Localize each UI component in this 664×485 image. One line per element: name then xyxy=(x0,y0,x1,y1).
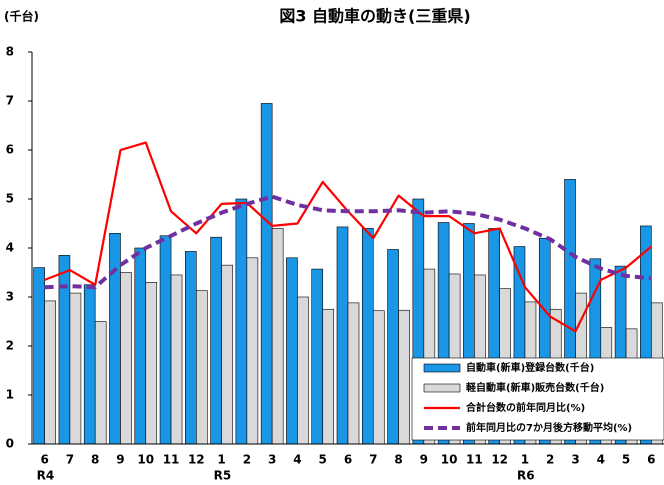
legend-label: 合計台数の前年同月比(%) xyxy=(465,401,585,414)
bar xyxy=(83,284,96,445)
x-tick-label: 3 xyxy=(268,453,276,467)
x-tick-label: 12 xyxy=(188,453,205,467)
bar xyxy=(322,308,335,445)
bar xyxy=(372,310,385,445)
x-tick-label: 10 xyxy=(441,453,458,467)
x-tick-label: 1 xyxy=(521,453,529,467)
bar xyxy=(260,103,273,445)
bar xyxy=(94,321,107,445)
bar xyxy=(159,235,172,445)
bar xyxy=(387,249,399,445)
bar xyxy=(221,264,233,445)
x-tick-label: 9 xyxy=(420,453,428,467)
x-tick-label: 12 xyxy=(491,453,508,467)
year-label: R6 xyxy=(517,469,535,483)
legend-label: 自動車(新車)登録台数(千台) xyxy=(466,361,594,374)
x-tick-label: 4 xyxy=(293,453,301,467)
x-tick-label: 4 xyxy=(597,453,605,467)
bar xyxy=(286,257,298,445)
bar xyxy=(271,228,284,445)
x-tick-label: 7 xyxy=(66,453,74,467)
bar xyxy=(120,272,132,445)
bar xyxy=(44,300,56,445)
y-tick-label: 6 xyxy=(6,143,14,157)
y-tick-label: 8 xyxy=(6,45,14,59)
x-tick-label: 8 xyxy=(91,453,99,467)
line xyxy=(44,194,652,290)
bar xyxy=(58,255,71,445)
bar xyxy=(311,268,324,445)
bar xyxy=(246,257,259,445)
x-tick-label: 1 xyxy=(217,453,225,467)
x-tick-label: 5 xyxy=(319,453,327,467)
y-tick-label: 1 xyxy=(6,388,14,402)
bar xyxy=(134,247,147,445)
bar xyxy=(196,290,208,445)
y-tick-label: 7 xyxy=(6,94,14,108)
legend: 自動車(新車)登録台数(千台) 軽自動車(新車)販売台数(千台) 合計台数の前年同月… xyxy=(411,357,664,441)
y-tick-label: 5 xyxy=(6,192,14,206)
bar xyxy=(145,281,158,445)
legend-swatch xyxy=(423,383,461,393)
x-tick-label: 9 xyxy=(116,453,124,467)
chart-title: 図3 自動車の動き(三重県) xyxy=(279,7,470,26)
y-tick-label: 0 xyxy=(6,437,14,451)
y-tick-label: 3 xyxy=(6,290,14,304)
y-tick-label: 4 xyxy=(6,241,14,255)
x-tick-label: 11 xyxy=(163,453,180,467)
x-tick-label: 11 xyxy=(466,453,483,467)
x-tick-label: 2 xyxy=(243,453,251,467)
x-tick-label: 5 xyxy=(622,453,630,467)
x-tick-label: 6 xyxy=(344,453,352,467)
bar xyxy=(235,198,248,445)
x-tick-label: 7 xyxy=(369,453,377,467)
bar xyxy=(33,267,45,445)
bar xyxy=(210,236,222,445)
x-tick-label: 3 xyxy=(571,453,579,467)
x-tick-label: 6 xyxy=(40,453,48,467)
y-axis-label: (千台) xyxy=(4,9,39,24)
bar xyxy=(170,274,183,445)
legend-label: 軽自動車(新車)販売台数(千台) xyxy=(466,381,604,394)
x-tick-label: 8 xyxy=(394,453,402,467)
x-tick-label: 6 xyxy=(647,453,655,467)
x-tick-label: 2 xyxy=(546,453,554,467)
legend-swatch xyxy=(423,363,461,373)
bar xyxy=(347,302,360,445)
year-label: R4 xyxy=(37,469,55,483)
bar xyxy=(297,296,309,445)
bar xyxy=(336,226,349,445)
bar xyxy=(69,292,82,445)
legend-label: 前年同月比の7か月後方移動平均(%) xyxy=(466,421,632,434)
y-tick-label: 2 xyxy=(6,339,14,353)
bar xyxy=(185,251,197,445)
bar xyxy=(361,228,374,445)
bar xyxy=(109,233,121,445)
year-label: R5 xyxy=(214,469,232,483)
x-tick-label: 10 xyxy=(137,453,154,467)
bar xyxy=(398,309,410,445)
